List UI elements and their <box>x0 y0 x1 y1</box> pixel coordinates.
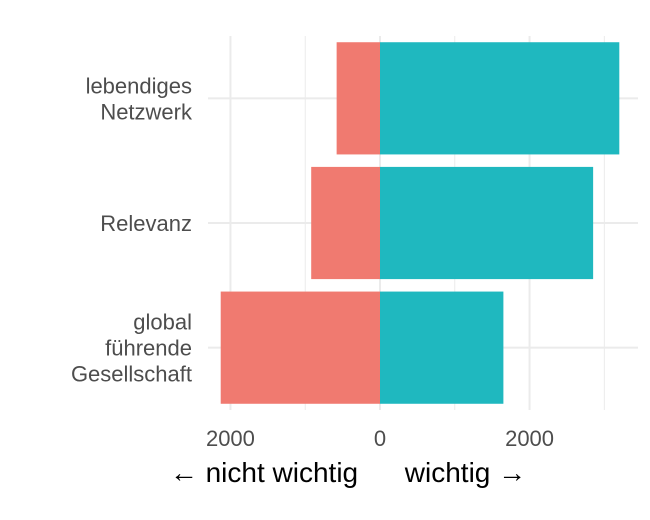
bar-negative <box>336 42 380 155</box>
x-axis-ticks: 2000 0 2000 <box>206 426 554 451</box>
bar-positive <box>380 291 504 404</box>
x-axis-title: ← nicht wichtig wichtig → <box>170 457 526 488</box>
category-label: global führende Gesellschaft <box>71 310 192 387</box>
bar-positive <box>380 166 594 280</box>
category-label: Relevanz <box>100 211 192 236</box>
x-tick-label: 2000 <box>505 426 554 451</box>
bar-positive <box>380 42 620 155</box>
bars <box>220 42 620 404</box>
x-tick-label: 0 <box>374 426 386 451</box>
category-label: lebendiges Netzwerk <box>86 73 193 124</box>
x-tick-label: 2000 <box>206 426 255 451</box>
y-axis-labels: lebendiges Netzwerk Relevanz global führende… <box>71 73 193 386</box>
bar-negative <box>220 291 380 404</box>
bar-negative <box>311 166 380 280</box>
